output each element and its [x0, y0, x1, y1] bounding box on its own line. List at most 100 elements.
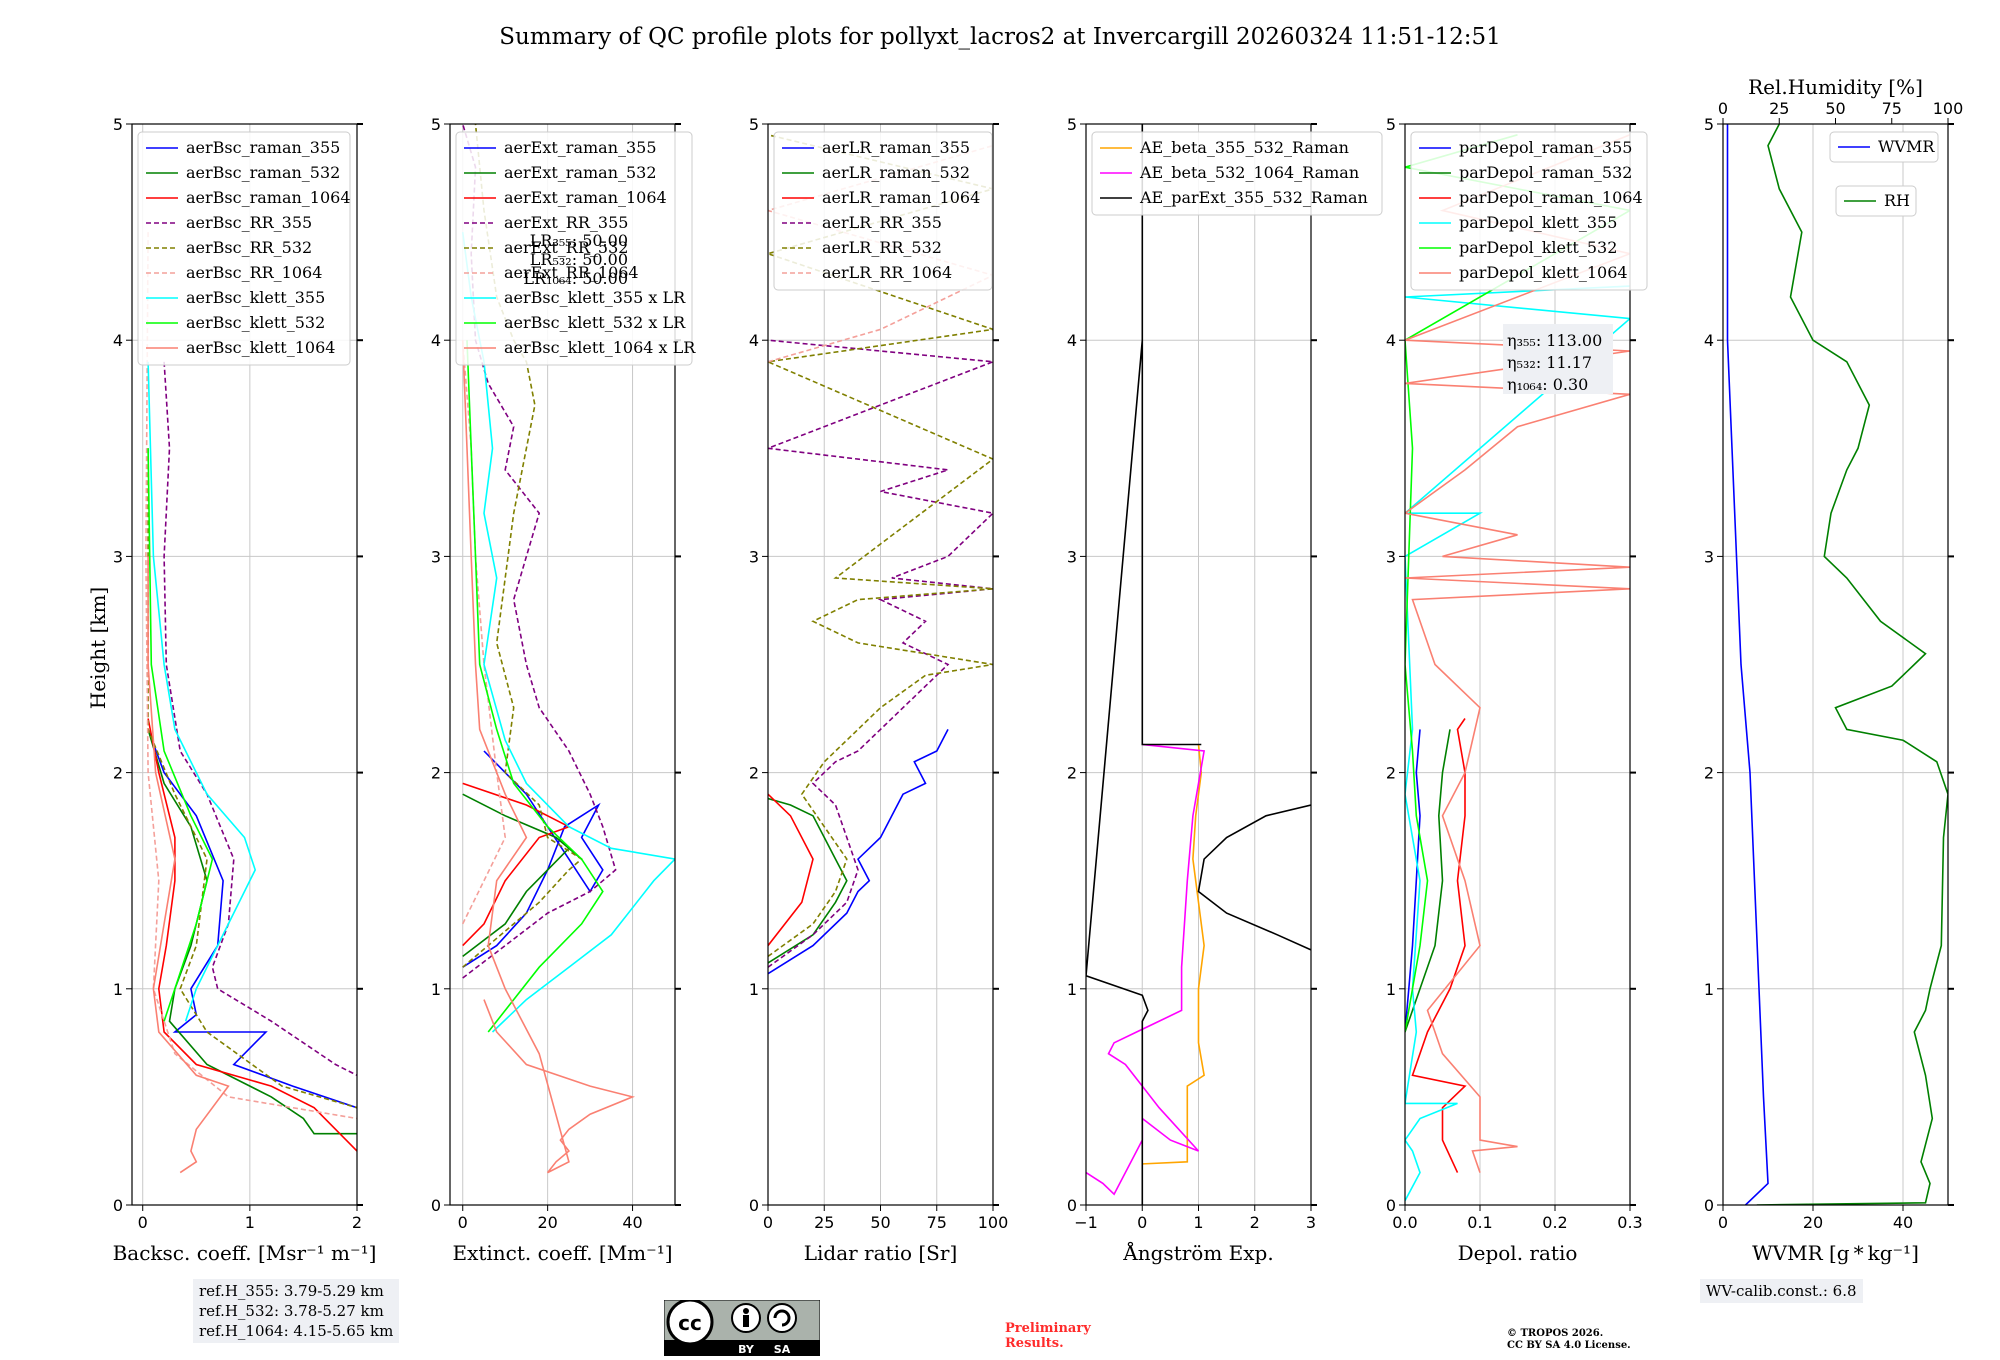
- x-tick-label: 1: [1193, 1213, 1203, 1232]
- panel-1: 0 1 2 0 1 2 3 4 5 Backsc. coeff. [Msr⁻¹ m⁻¹] aerBs…: [113, 115, 377, 1265]
- y-tick-label: 0: [431, 1196, 441, 1215]
- plot-frame: [131, 123, 358, 1206]
- legend-label: parDepol_klett_1064: [1459, 263, 1628, 282]
- legend-label: parDepol_raman_532: [1459, 163, 1632, 182]
- y-tick-label: 1: [113, 980, 123, 999]
- y-tick-label: 4: [113, 331, 123, 350]
- legend-label: aerBsc_klett_355 x LR: [504, 288, 686, 307]
- x-tick-label: 40: [1893, 1213, 1913, 1232]
- x-tick-label: 0.2: [1542, 1213, 1567, 1232]
- series-line-aerBsc_RR_355: [163, 361, 357, 1077]
- y-tick-label: 4: [749, 331, 759, 350]
- x-tick-label: 0: [763, 1213, 773, 1232]
- y-tick-label: 3: [1704, 547, 1714, 566]
- y-tick-label: 4: [1067, 331, 1077, 350]
- x-tick-label: 0.0: [1392, 1213, 1417, 1232]
- legend-label: parDepol_raman_355: [1459, 138, 1632, 157]
- legend-label: aerBsc_RR_532: [186, 238, 312, 257]
- legend-label: RH: [1884, 191, 1910, 210]
- x-tick-label: 20: [537, 1213, 557, 1232]
- x-tick-label: 3: [1306, 1213, 1316, 1232]
- x-tick-label: 20: [1803, 1213, 1823, 1232]
- series-line-aerLR_RR_355: [768, 339, 993, 968]
- y-tick-label: 2: [1386, 764, 1396, 783]
- y-tick-label: 1: [749, 980, 759, 999]
- series-line-AE_parExt_355_532_Raman_2: [1197, 804, 1311, 951]
- y-tick-label: 4: [1704, 331, 1714, 350]
- legend-label: aerExt_RR_355: [504, 213, 628, 232]
- wv-calib-const: WV-calib.const.: 6.8: [1706, 1282, 1857, 1300]
- by-text: BY: [738, 1343, 755, 1356]
- wv-calib-box: WV-calib.const.: 6.8: [1700, 1279, 1863, 1303]
- legend-label: aerLR_RR_355: [822, 213, 942, 232]
- x-tick-label: 0: [138, 1213, 148, 1232]
- eta-annotation: η₃₅₅: 113.00: [1507, 331, 1602, 350]
- top-x-tick-label: 100: [1933, 99, 1964, 118]
- legend-label: aerBsc_klett_532 x LR: [504, 313, 686, 332]
- series-line-parDepol_raman_532: [1405, 729, 1451, 1033]
- y-tick-label: 1: [1067, 980, 1077, 999]
- series-line-aerBsc_klett_532 x LR: [466, 340, 604, 1033]
- series-group: [1726, 124, 1948, 1205]
- legend-label: aerLR_RR_1064: [822, 263, 952, 282]
- eta-box: [1503, 324, 1613, 394]
- series-line-aerBsc_raman_532: [147, 729, 357, 1135]
- legend-label: aerBsc_klett_532: [186, 313, 325, 332]
- y-tick-label: 0: [749, 1196, 759, 1215]
- series-line-aerBsc_klett_355: [147, 361, 257, 1022]
- y-tick-label: 2: [431, 764, 441, 783]
- plot-frame: [449, 123, 676, 1206]
- copyright-line1: © TROPOS 2026.: [1507, 1328, 1604, 1339]
- y-tick-label: 5: [113, 115, 123, 134]
- x-tick-label: 0.3: [1617, 1213, 1642, 1232]
- x-tick-label: 1: [245, 1213, 255, 1232]
- x-tick-label: −1: [1074, 1213, 1098, 1232]
- lr-annotation: LR₅₃₂: 50.00: [530, 250, 628, 269]
- legend-label: AE_beta_532_1064_Raman: [1139, 163, 1359, 182]
- y-tick-label: 3: [431, 547, 441, 566]
- panel-5: 0.0 0.1 0.2 0.3 0 1 2 3 4 5 Depol. ratio parDepol_r…: [1386, 115, 1648, 1265]
- legend-label: aerExt_raman_532: [504, 163, 657, 182]
- y-tick-label: 4: [1386, 331, 1396, 350]
- series-line-aerExt_raman_355: [462, 750, 604, 968]
- legend-box: [1829, 131, 1939, 163]
- y-tick-label: 3: [1067, 547, 1077, 566]
- series-line-parDepol_raman_355: [1405, 729, 1421, 1033]
- y-tick-label: 1: [431, 980, 441, 999]
- legend-box: [1410, 131, 1648, 291]
- x-tick-label: 2: [352, 1213, 362, 1232]
- y-tick-label: 4: [431, 331, 441, 350]
- cc-by-sa-logo: cc BY SA: [664, 1300, 820, 1356]
- legend-label: aerLR_raman_1064: [822, 188, 980, 207]
- series-line-aerLR_raman_532: [768, 797, 848, 964]
- lr-annotation: LR₁₀₆₄: 50.00: [523, 269, 628, 288]
- x-tick-label: 25: [814, 1213, 834, 1232]
- x-axis-label: Depol. ratio: [1458, 1241, 1578, 1265]
- y-tick-label: 3: [113, 547, 123, 566]
- series-line-AE_beta_532_1064_Raman: [1086, 743, 1206, 1196]
- x-axis-label: Lidar ratio [Sr]: [804, 1241, 958, 1265]
- legend-label: aerLR_raman_355: [822, 138, 970, 157]
- series-line-aerLR_RR_532: [768, 134, 993, 958]
- legend-label: parDepol_klett_532: [1459, 238, 1617, 257]
- legend-box: [1091, 131, 1383, 216]
- x-axis-label: Ångström Exp.: [1122, 1240, 1273, 1265]
- cc-text: cc: [678, 1311, 702, 1335]
- series-group: [1086, 124, 1311, 1205]
- series-group: [145, 232, 357, 1174]
- y-tick-label: 5: [1386, 115, 1396, 134]
- y-tick-label: 2: [1704, 764, 1714, 783]
- series-line-aerBsc_RR_532: [147, 448, 357, 1109]
- legend-label: AE_parExt_355_532_Raman: [1139, 188, 1368, 207]
- legend-label: parDepol_klett_355: [1459, 213, 1617, 232]
- legend-label: aerExt_raman_1064: [504, 188, 667, 207]
- y-tick-label: 0: [1067, 1196, 1077, 1215]
- legend-label: aerBsc_raman_1064: [186, 188, 351, 207]
- legend-label: aerBsc_klett_355: [186, 288, 325, 307]
- series-line-aerBsc_klett_1064 x LR: [461, 340, 636, 1174]
- legend-label: WVMR: [1878, 137, 1935, 156]
- y-tick-label: 1: [1704, 980, 1714, 999]
- series-line-parDepol_klett_355: [1405, 285, 1630, 1202]
- copyright-note: © TROPOS 2026. CC BY SA 4.0 License.: [1507, 1328, 1631, 1352]
